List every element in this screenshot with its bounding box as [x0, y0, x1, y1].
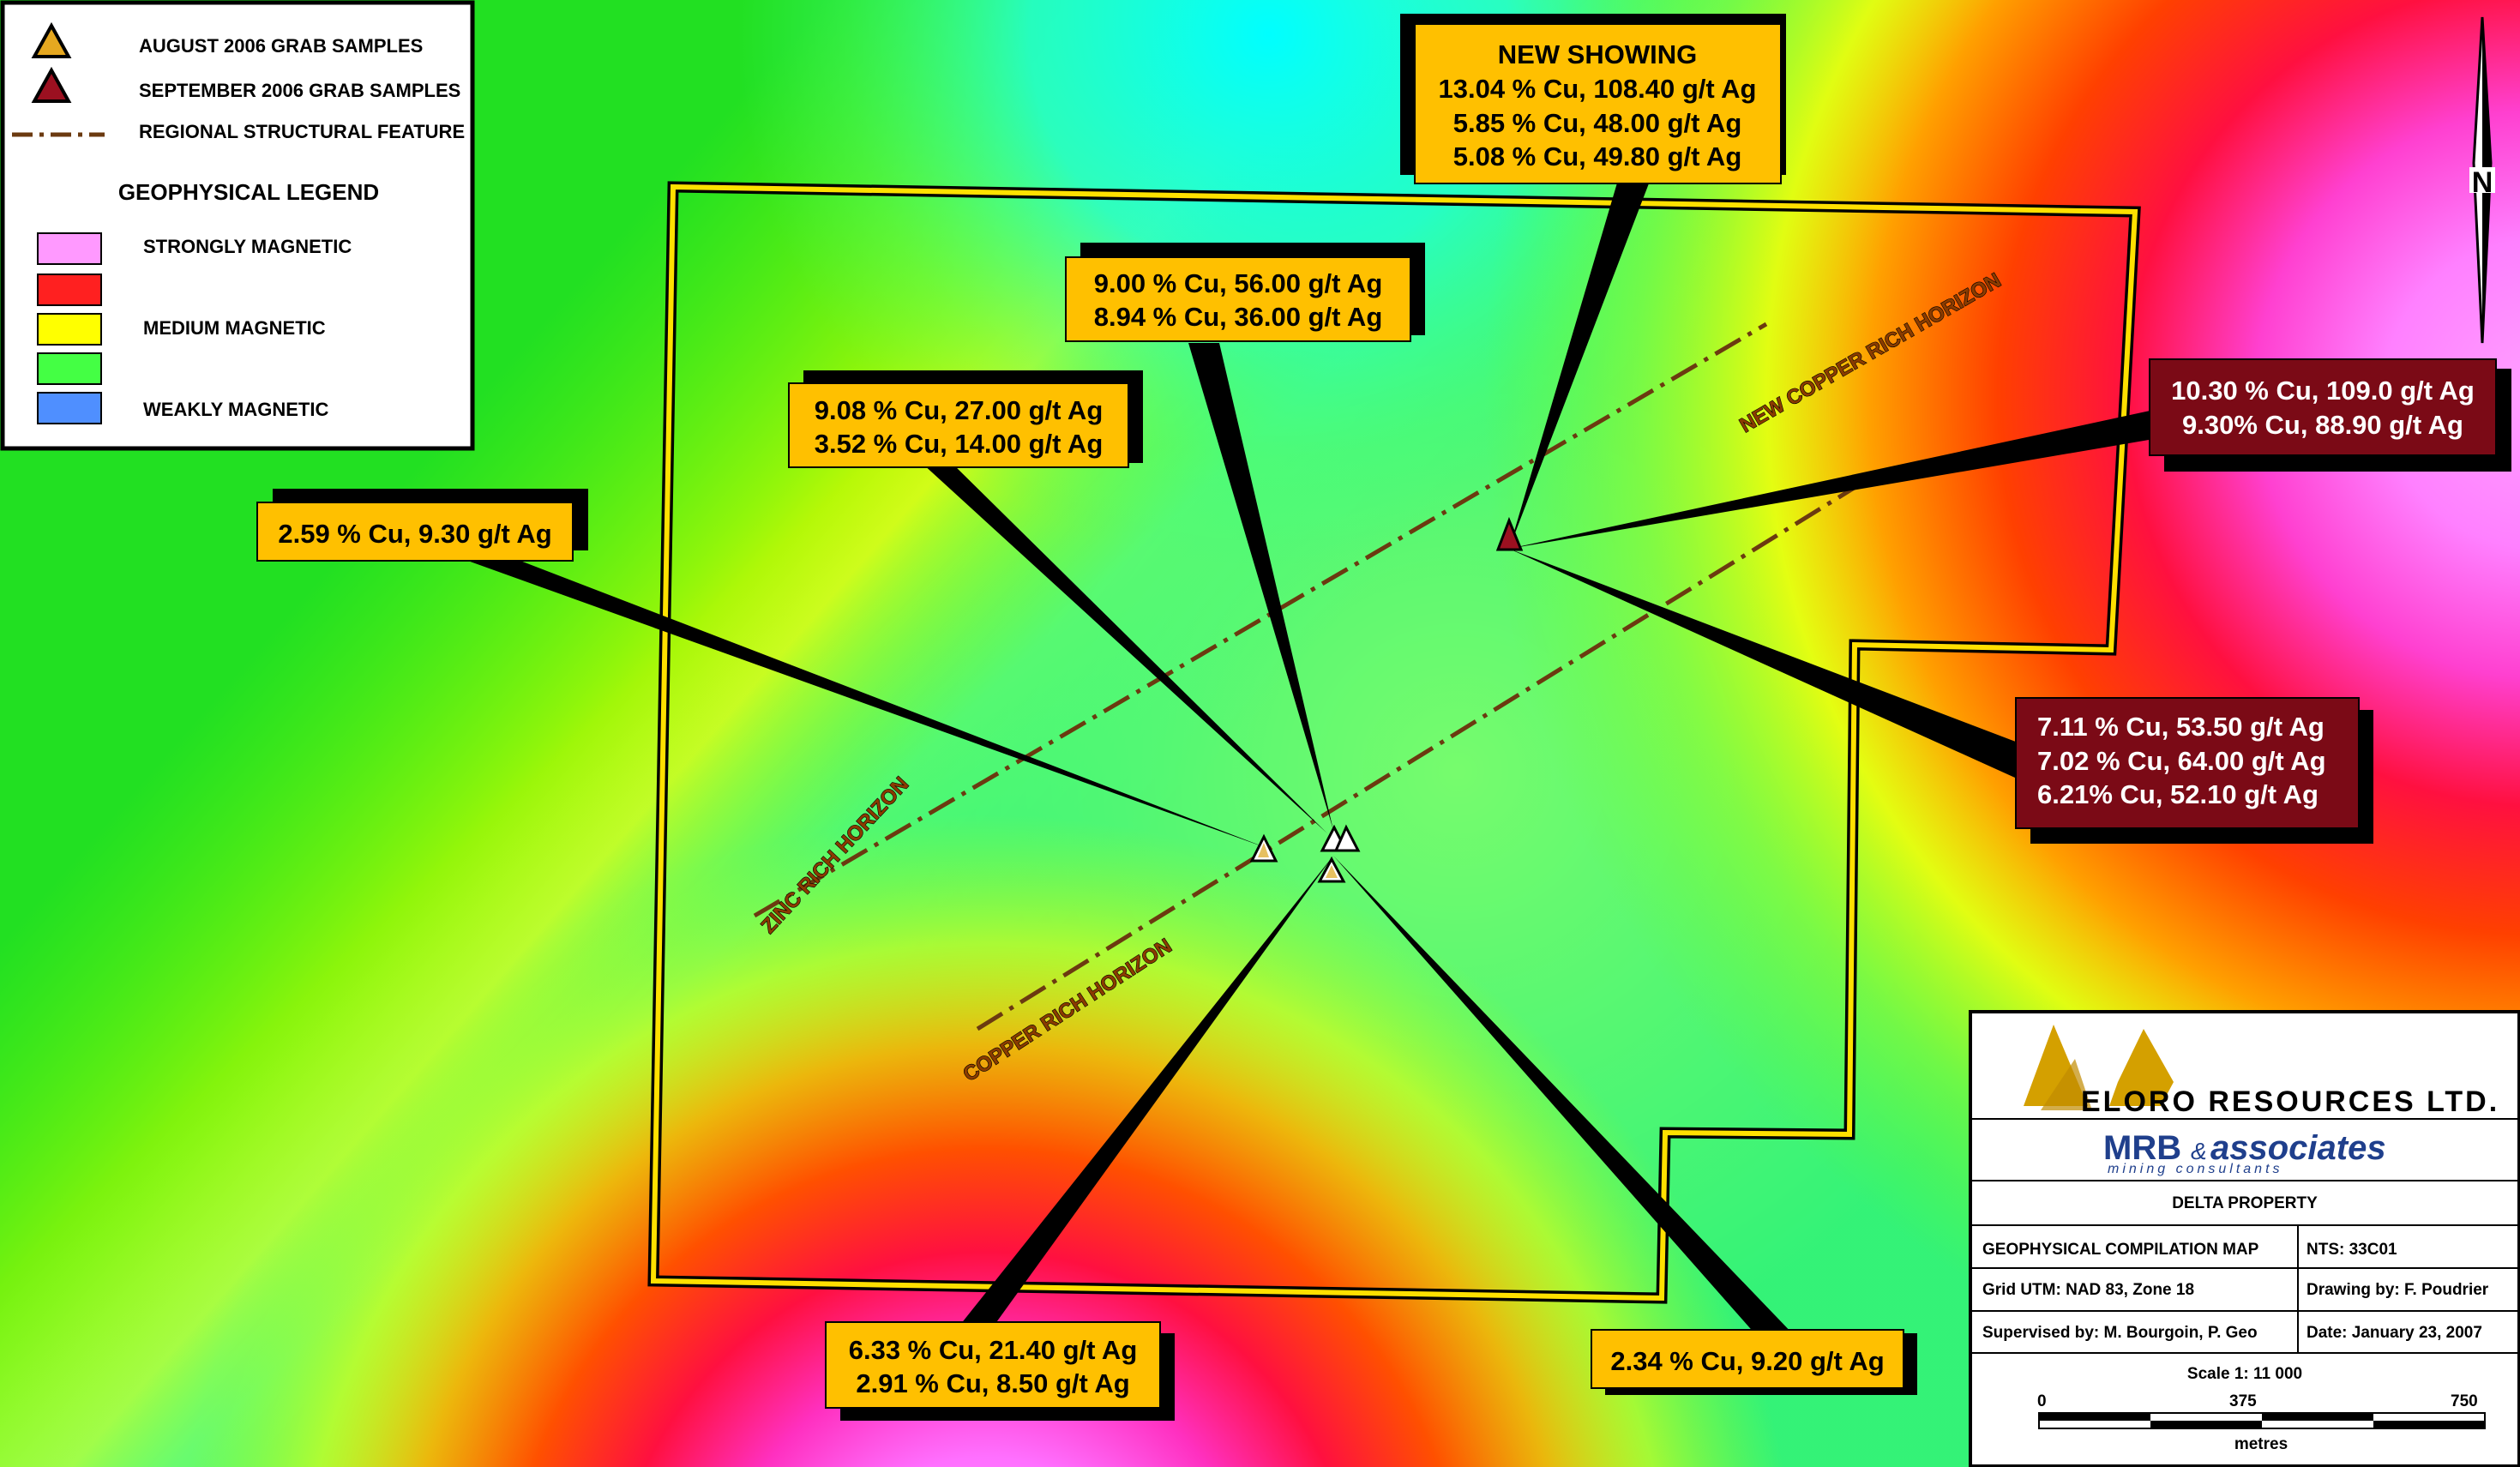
callout-line: 6.21% Cu, 52.10 g/t Ag [2037, 779, 2319, 809]
callout-bottom-left[interactable]: 6.33 % Cu, 21.40 g/t Ag 2.91 % Cu, 8.50 … [825, 1321, 1175, 1421]
leader-lines [463, 180, 2154, 1342]
callout-line: 2.59 % Cu, 9.30 g/t Ag [278, 519, 551, 549]
callout-line: 9.30% Cu, 88.90 g/t Ag [2182, 410, 2463, 440]
callout-line: 5.08 % Cu, 49.80 g/t Ag [1453, 141, 1742, 171]
leader-bottom-left [960, 856, 1333, 1325]
legend-label: MEDIUM MAGNETIC [143, 317, 326, 339]
september-sample-marker [1495, 516, 1524, 551]
august-sample-marker [1320, 824, 1361, 852]
leader-left [463, 545, 1269, 849]
structural-line-north [753, 322, 1768, 918]
triangle-red-icon [31, 66, 72, 103]
scale-tick: 750 [2451, 1392, 2478, 1410]
legend-item-structural: REGIONAL STRUCTURAL FEATURE [12, 121, 465, 142]
scale-tick: 0 [2037, 1392, 2047, 1410]
legend-panel: AUGUST 2006 GRAB SAMPLES SEPTEMBER 2006 … [0, 0, 475, 451]
leader-top-mid [1188, 343, 1333, 830]
consultant-name: MRB [2103, 1129, 2181, 1167]
structural-features [753, 322, 1875, 1031]
date-label: Date: January 23, 2007 [2306, 1324, 2482, 1342]
callout-line: 2.91 % Cu, 8.50 g/t Ag [856, 1368, 1129, 1398]
eloro-logo: ELORO RESOURCES LTD. [2024, 1025, 2499, 1118]
leader-right-mid [1509, 549, 2020, 778]
august-sample-marker [1249, 833, 1278, 863]
callout-line: 9.08 % Cu, 27.00 g/t Ag [815, 395, 1104, 425]
callout-line: 7.11 % Cu, 53.50 g/t Ag [2037, 712, 2325, 742]
callout-right-mid[interactable]: 7.11 % Cu, 53.50 g/t Ag 7.02 % Cu, 64.00… [2015, 697, 2373, 844]
swatch-red [37, 274, 102, 306]
map-title: GEOPHYSICAL COMPILATION MAP [1982, 1241, 2259, 1259]
geophysical-legend-title: GEOPHYSICAL LEGEND [118, 179, 379, 205]
swatch-weakly-magnetic [37, 392, 102, 424]
leader-bottom-right [1333, 856, 1796, 1342]
callout-line: 10.30 % Cu, 109.0 g/t Ag [2171, 376, 2475, 406]
callout-line: 5.85 % Cu, 48.00 g/t Ag [1453, 108, 1742, 138]
callout-title: NEW SHOWING [1498, 39, 1698, 69]
scale-label: Scale 1: 11 000 [2187, 1365, 2302, 1383]
nts-label: NTS: 33C01 [2306, 1241, 2397, 1259]
callout-line: 7.02 % Cu, 64.00 g/t Ag [2037, 746, 2326, 776]
callout-upper-left[interactable]: 9.08 % Cu, 27.00 g/t Ag 3.52 % Cu, 14.00… [788, 370, 1143, 468]
callout-line: 2.34 % Cu, 9.20 g/t Ag [1610, 1346, 1884, 1376]
supervised-by: Supervised by: M. Bourgoin, P. Geo [1982, 1324, 2258, 1342]
leader-right-top [1509, 410, 2154, 549]
legend-label: REGIONAL STRUCTURAL FEATURE [139, 121, 465, 142]
legend-label: SEPTEMBER 2006 GRAB SAMPLES [139, 80, 460, 101]
north-label: N [2472, 166, 2493, 199]
callout-line: 8.94 % Cu, 36.00 g/t Ag [1094, 302, 1383, 332]
triangle-yellow-icon [31, 21, 72, 58]
callout-left[interactable]: 2.59 % Cu, 9.30 g/t Ag [256, 489, 588, 562]
callout-line: 9.00 % Cu, 56.00 g/t Ag [1094, 268, 1383, 298]
consultant-amp: & [2191, 1138, 2207, 1164]
callout-new-showing[interactable]: NEW SHOWING 13.04 % Cu, 108.40 g/t Ag 5.… [1400, 14, 1786, 184]
legend-item-august: AUGUST 2006 GRAB SAMPLES [31, 21, 423, 58]
company-name: ELORO RESOURCES LTD. [2081, 1085, 2499, 1118]
callout-top-mid[interactable]: 9.00 % Cu, 56.00 g/t Ag 8.94 % Cu, 36.00… [1065, 243, 1425, 342]
leader-upper-left [922, 459, 1327, 833]
callout-line: 3.52 % Cu, 14.00 g/t Ag [815, 429, 1104, 459]
title-block: ELORO RESOURCES LTD. MRB & associates mi… [1969, 1010, 2520, 1467]
structural-line-south [976, 473, 1875, 1031]
mrb-logo: MRB & associates mining consultants [2103, 1129, 2386, 1176]
drawing-by: Drawing by: F. Poudrier [2306, 1281, 2489, 1299]
north-arrow: N [2469, 16, 2495, 344]
legend-item-september: SEPTEMBER 2006 GRAB SAMPLES [31, 66, 460, 103]
legend-label: WEAKLY MAGNETIC [143, 399, 328, 420]
callout-line: 13.04 % Cu, 108.40 g/t Ag [1438, 74, 1756, 104]
scale-bar: 0 375 750 metres [2037, 1392, 2486, 1453]
callout-bottom-right[interactable]: 2.34 % Cu, 9.20 g/t Ag [1591, 1329, 1917, 1395]
callout-line: 6.33 % Cu, 21.40 g/t Ag [849, 1335, 1138, 1365]
scale-unit: metres [2234, 1435, 2288, 1453]
property-boundary-inner [650, 183, 2138, 1302]
consultant-word: associates [2210, 1129, 2386, 1167]
swatch-green [37, 352, 102, 385]
scale-tick: 375 [2229, 1392, 2257, 1410]
callout-right-top[interactable]: 10.30 % Cu, 109.0 g/t Ag 9.30% Cu, 88.90… [2149, 358, 2511, 472]
swatch-strongly-magnetic [37, 232, 102, 265]
august-sample-marker [1317, 856, 1346, 883]
property-name: DELTA PROPERTY [2172, 1194, 2318, 1212]
leader-new-showing [1509, 180, 1649, 549]
sample-markers [1249, 516, 1524, 883]
legend-label: AUGUST 2006 GRAB SAMPLES [139, 35, 423, 57]
legend-label: STRONGLY MAGNETIC [143, 236, 352, 257]
consultant-tagline: mining consultants [2108, 1162, 2283, 1176]
grid-label: Grid UTM: NAD 83, Zone 18 [1982, 1281, 2194, 1299]
swatch-medium-magnetic [37, 313, 102, 346]
